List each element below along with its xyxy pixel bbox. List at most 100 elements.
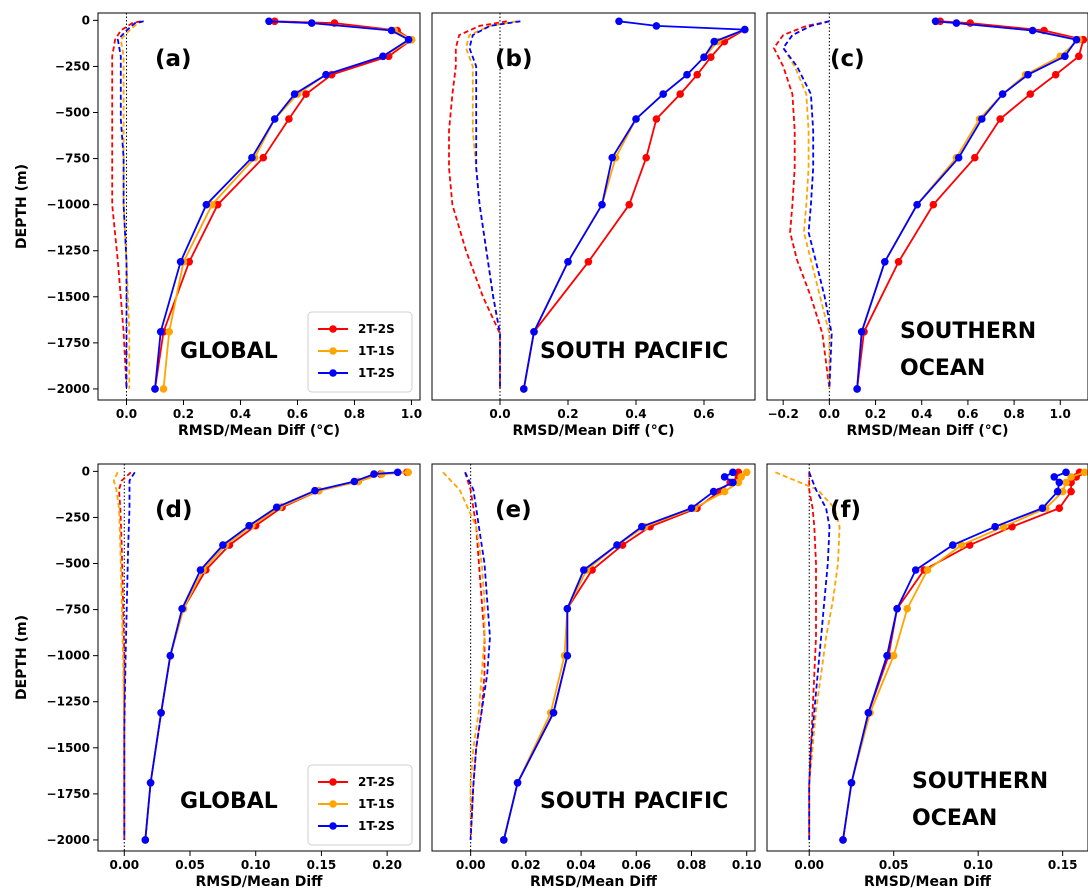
data-point-1t-1s bbox=[889, 651, 898, 660]
data-point-1t-2s bbox=[853, 385, 861, 393]
y-tick-label: −750 bbox=[55, 152, 90, 166]
data-point-1t-2s bbox=[659, 90, 667, 98]
panel-b: 0.0 0.2 0.4 0.6 RMSD/Mean Diff (°C) (b) SOUTH … bbox=[431, 12, 756, 439]
data-point-1t-2s bbox=[613, 541, 621, 549]
x-tick-label: 1.0 bbox=[1050, 407, 1071, 421]
data-point-1t-2s bbox=[1072, 35, 1081, 44]
data-point-1t-2s bbox=[520, 385, 528, 393]
panel-e: 0.00 0.02 0.04 0.06 0.08 0.10 RMSD/Mean Diff (e… bbox=[431, 463, 762, 890]
region-label: GLOBAL bbox=[180, 339, 278, 364]
region-label: SOUTHERN bbox=[900, 319, 1036, 344]
data-point-1t-1s bbox=[1062, 478, 1070, 487]
panel-f: 0.00 0.05 0.10 0.15 RMSD/Mean Diff (f) SOUTHER… bbox=[766, 463, 1088, 890]
data-point-1t-1s bbox=[208, 200, 216, 209]
y-tick-label: −2000 bbox=[47, 833, 90, 847]
x-tick-label: 0.10 bbox=[963, 858, 993, 872]
data-point-1t-2s bbox=[1062, 468, 1070, 477]
legend-entry-label: 1T-2S bbox=[358, 819, 395, 833]
y-tick-label: −250 bbox=[55, 59, 90, 73]
x-tick-label: 0.0 bbox=[819, 407, 840, 421]
data-point-1t-2s bbox=[202, 200, 211, 209]
data-point-1t-2s bbox=[893, 604, 901, 613]
data-point-2t-2s bbox=[676, 90, 684, 98]
series-1t-1s-dashed-line bbox=[782, 20, 831, 389]
data-point-1t-2s bbox=[1050, 473, 1058, 481]
x-tick-label: 0.10 bbox=[732, 858, 762, 872]
data-point-2t-2s bbox=[185, 258, 193, 266]
y-tick-label: −1250 bbox=[47, 244, 90, 258]
legend: 2T-2S 1T-1S 1T-2S bbox=[307, 311, 413, 393]
data-point-1t-2s bbox=[729, 478, 737, 487]
y-tick-label: −500 bbox=[55, 557, 90, 571]
x-tick-label: 0.4 bbox=[625, 407, 646, 421]
series-1t-2s-dashed-line bbox=[464, 471, 491, 840]
series-1t-2s-dashed-line bbox=[808, 471, 831, 840]
data-point-1t-2s bbox=[245, 521, 253, 530]
plot-frame bbox=[766, 463, 1088, 852]
data-point-1t-2s bbox=[156, 328, 165, 336]
series-1t-1s-dashed-line bbox=[465, 20, 518, 389]
data-point-1t-2s bbox=[219, 541, 227, 549]
data-point-1t-2s bbox=[500, 836, 508, 844]
data-point-1t-2s bbox=[998, 90, 1007, 98]
y-tick-label: −1750 bbox=[47, 336, 90, 350]
plot-area bbox=[775, 468, 1088, 844]
series-1t-2s-solid-line bbox=[522, 20, 746, 390]
legend-swatch-marker bbox=[329, 325, 337, 333]
series-2t-2s-solid-line bbox=[522, 28, 746, 390]
plot-frame bbox=[97, 12, 421, 401]
data-point-2t-2s bbox=[1075, 52, 1083, 61]
data-point-1t-2s bbox=[913, 200, 921, 209]
x-tick-label: 0.8 bbox=[344, 407, 365, 421]
data-point-1t-2s bbox=[141, 836, 150, 844]
data-point-2t-2s bbox=[707, 53, 715, 61]
y-tick-label: −1500 bbox=[47, 741, 90, 755]
y-tick-label: −1750 bbox=[47, 787, 90, 801]
legend-swatch-marker bbox=[329, 822, 337, 830]
region-label: OCEAN bbox=[900, 356, 985, 381]
data-point-1t-2s bbox=[857, 328, 866, 336]
region-label: SOUTH PACIFIC bbox=[540, 339, 728, 364]
data-point-1t-2s bbox=[265, 17, 273, 26]
data-point-1t-2s bbox=[379, 52, 387, 61]
series-1t-1s-dashed-line bbox=[119, 20, 144, 389]
x-axis-label: RMSD/Mean Diff bbox=[195, 874, 323, 890]
data-point-1t-2s bbox=[949, 541, 957, 549]
data-point-1t-2s bbox=[952, 19, 961, 27]
data-point-2t-2s bbox=[1067, 487, 1075, 496]
data-point-1t-2s bbox=[404, 35, 413, 44]
data-point-2t-2s bbox=[894, 258, 903, 266]
data-point-1t-2s bbox=[580, 566, 588, 574]
data-point-1t-2s bbox=[272, 503, 281, 512]
x-tick-label: 0.20 bbox=[372, 858, 402, 872]
data-point-2t-2s bbox=[625, 200, 633, 209]
data-point-1t-2s bbox=[530, 328, 538, 336]
data-point-1t-1s bbox=[165, 328, 173, 336]
plot-area bbox=[111, 17, 416, 393]
data-point-2t-2s bbox=[1051, 70, 1060, 79]
data-point-1t-1s bbox=[159, 385, 168, 393]
panel-d: 0.00 0.05 0.10 0.15 0.20 0 −250 −500 −750 −1000 −1… bbox=[14, 463, 421, 890]
plot-area bbox=[112, 468, 413, 844]
data-point-1t-2s bbox=[176, 258, 185, 266]
x-tick-label: 0.00 bbox=[109, 858, 139, 872]
data-point-1t-2s bbox=[652, 22, 661, 30]
data-point-1t-2s bbox=[157, 709, 165, 717]
data-point-2t-2s bbox=[285, 115, 293, 123]
data-point-1t-2s bbox=[166, 651, 175, 660]
data-point-1t-2s bbox=[847, 779, 856, 787]
data-point-1t-1s bbox=[923, 566, 932, 574]
legend-entry-label: 1T-1S bbox=[358, 344, 395, 358]
data-point-1t-2s bbox=[513, 779, 522, 787]
region-label: GLOBAL bbox=[180, 789, 278, 814]
panel-label: (a) bbox=[155, 46, 192, 72]
legend-entry-label: 1T-1S bbox=[358, 797, 395, 811]
data-point-1t-2s bbox=[632, 115, 640, 123]
y-tick-label: −750 bbox=[55, 603, 90, 617]
y-tick-label: −1500 bbox=[47, 290, 90, 304]
data-point-1t-1s bbox=[1067, 473, 1075, 481]
data-point-1t-2s bbox=[687, 504, 696, 512]
data-point-2t-2s bbox=[642, 153, 650, 162]
x-tick-label: 0.10 bbox=[241, 858, 271, 872]
